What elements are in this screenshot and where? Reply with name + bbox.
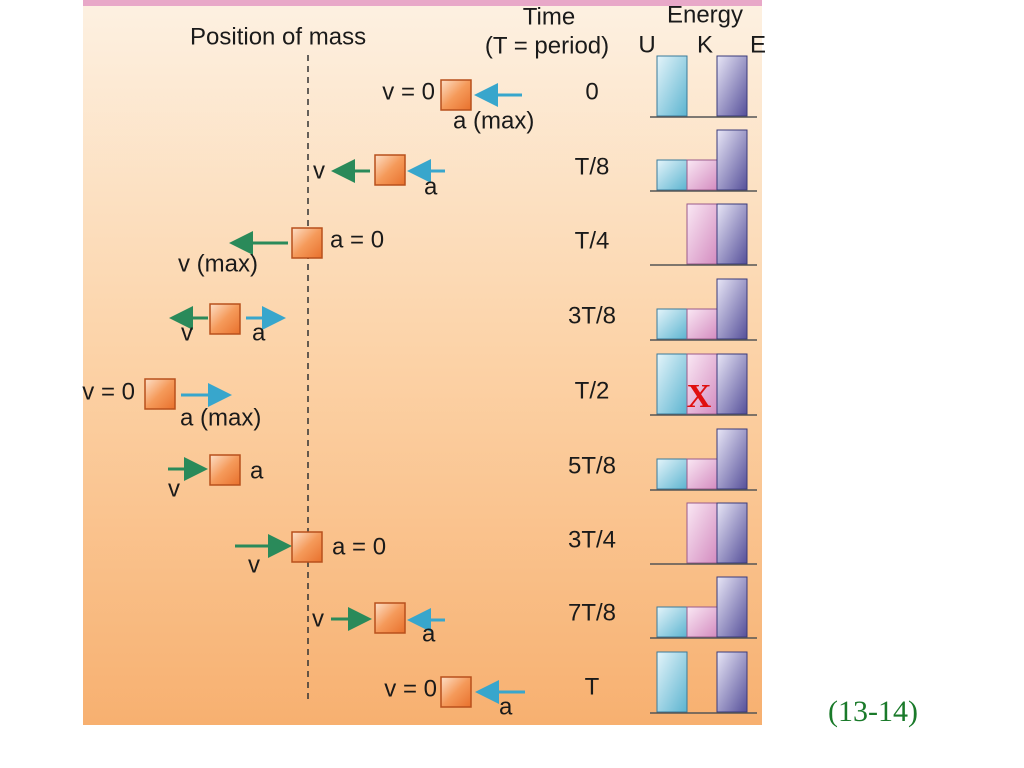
mass	[291, 227, 323, 259]
mass-label: a	[499, 693, 513, 720]
kinetic-bar	[686, 606, 718, 638]
mass-label: v	[313, 157, 325, 184]
potential-bar	[656, 159, 688, 191]
time-label: T	[585, 673, 600, 700]
mass-label: v	[248, 551, 260, 578]
total-bar	[716, 353, 748, 415]
potential-bar	[656, 606, 688, 638]
potential-bar	[656, 353, 688, 415]
kinetic-bar	[686, 502, 718, 564]
time-label: 5T/8	[568, 452, 616, 479]
potential-bar	[656, 55, 688, 117]
time-label: 0	[585, 78, 598, 105]
time-label: 3T/4	[568, 526, 616, 553]
panel	[83, 0, 762, 725]
mass-label: a	[424, 173, 438, 200]
mass	[291, 531, 323, 563]
total-bar	[716, 203, 748, 265]
mass-label: v	[181, 319, 193, 346]
time-label: T/8	[575, 153, 610, 180]
mass-label: v = 0	[382, 78, 435, 105]
kinetic-bar	[686, 203, 718, 265]
header-time: Time	[523, 3, 575, 30]
mass	[440, 676, 472, 708]
time-label: 7T/8	[568, 599, 616, 626]
mass	[440, 79, 472, 111]
mass	[209, 303, 241, 335]
mass	[144, 378, 176, 410]
mass-label: v (max)	[178, 250, 258, 277]
time-label: 3T/8	[568, 302, 616, 329]
top-strip	[83, 0, 762, 6]
header-period: (T = period)	[485, 32, 609, 59]
mass-label: v	[312, 605, 324, 632]
potential-bar	[656, 308, 688, 340]
mass-label: v = 0	[384, 675, 437, 702]
mass	[374, 154, 406, 186]
potential-bar	[656, 458, 688, 490]
kinetic-bar	[686, 458, 718, 490]
total-bar	[716, 502, 748, 564]
mass-label: v = 0	[82, 378, 135, 405]
error-marker: X	[687, 378, 712, 415]
total-bar	[716, 55, 748, 117]
mass-label: a = 0	[332, 533, 386, 560]
total-bar	[716, 576, 748, 638]
potential-bar	[656, 651, 688, 713]
time-label: T/2	[575, 377, 610, 404]
header-position: Position of mass	[190, 23, 366, 50]
header-e: E	[750, 31, 766, 58]
mass	[209, 454, 241, 486]
energy-bars	[650, 55, 757, 714]
mass-label: a	[252, 319, 266, 346]
mass	[374, 602, 406, 634]
kinetic-bar	[686, 353, 718, 415]
header-k: K	[697, 31, 713, 58]
mass-label: a = 0	[330, 226, 384, 253]
total-bar	[716, 651, 748, 713]
total-bar	[716, 278, 748, 340]
header-u: U	[638, 31, 655, 58]
kinetic-bar	[686, 308, 718, 340]
mass-label: v	[168, 475, 180, 502]
kinetic-bar	[686, 159, 718, 191]
caption: (13-14)	[828, 695, 918, 728]
mass-label: a (max)	[453, 107, 534, 134]
total-bar	[716, 428, 748, 490]
time-label: T/4	[575, 227, 610, 254]
mass-label: a (max)	[180, 404, 261, 431]
total-bar	[716, 129, 748, 191]
header-energy: Energy	[667, 1, 743, 28]
mass-label: a	[250, 457, 264, 484]
mass-label: a	[422, 620, 436, 647]
